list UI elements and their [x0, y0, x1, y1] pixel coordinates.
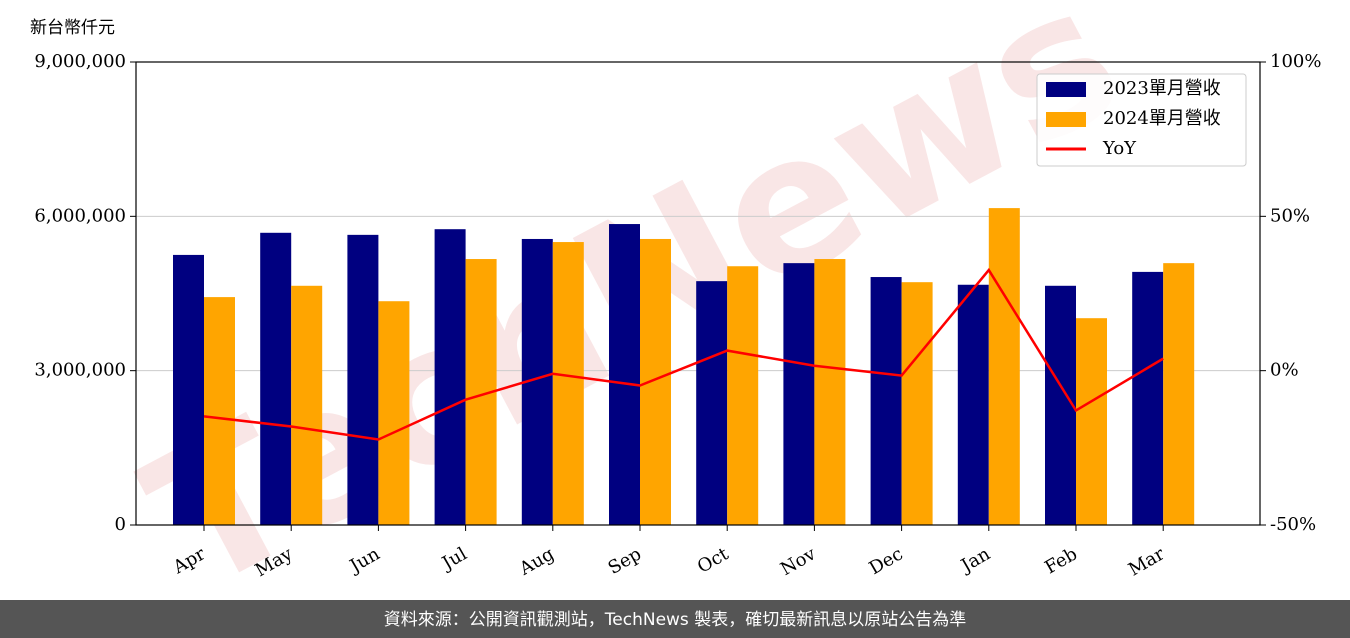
bar [552, 242, 584, 526]
y-tick-label: 3,000,000 [34, 360, 126, 381]
bar [957, 284, 989, 525]
bar [609, 224, 640, 526]
x-tick-label: Jul [437, 543, 471, 575]
legend-label: 2024單月營收 [1103, 108, 1221, 129]
x-tick-label: Feb [1041, 543, 1081, 578]
x-tick-label: Oct [694, 543, 733, 578]
y-tick-label: 9,000,000 [34, 51, 126, 72]
y2-tick-label: 50% [1270, 205, 1310, 226]
bar [988, 208, 1020, 525]
bar [1163, 263, 1195, 525]
legend-label: 2023單月營收 [1103, 78, 1221, 99]
bar [1076, 318, 1107, 525]
y-tick-label: 0 [115, 514, 126, 535]
legend-box [1036, 73, 1247, 167]
plot-frame [135, 61, 1261, 526]
x-tick-label: Nov [777, 543, 820, 580]
bar [1045, 285, 1076, 525]
bar [434, 229, 466, 525]
y-axis-label: 新台幣仟元 [30, 18, 115, 38]
y2-tick-label: 0% [1270, 360, 1299, 381]
bar [1132, 271, 1164, 525]
x-tick-label: Dec [866, 543, 907, 579]
bar [291, 285, 323, 525]
legend-swatch [1046, 82, 1086, 97]
bar [814, 259, 846, 525]
bar [347, 234, 379, 525]
legend-swatch [1046, 112, 1086, 127]
bar [870, 277, 902, 525]
x-tick-label: Mar [1125, 543, 1169, 580]
bar [901, 282, 933, 525]
bar [783, 263, 815, 525]
y2-tick-label: 100% [1270, 51, 1321, 72]
legend-label: YoY [1102, 138, 1137, 159]
y2-tick-label: -50% [1270, 514, 1316, 535]
bar [173, 254, 204, 525]
x-tick-label: Aug [515, 543, 558, 580]
bar [378, 301, 410, 525]
y-tick-label: 6,000,000 [34, 205, 126, 226]
footer: 資料來源：公開資訊觀測站，TechNews 製表，確切最新訊息以原站公告為準 [384, 610, 966, 630]
bar [260, 232, 292, 525]
bar [640, 238, 671, 526]
x-tick-label: Sep [605, 543, 645, 578]
bar [727, 266, 759, 525]
footer-bar [0, 600, 1350, 638]
yoy-line [203, 267, 1164, 441]
x-tick-label: Jan [956, 543, 994, 577]
bar [204, 297, 235, 525]
bar [696, 281, 728, 525]
